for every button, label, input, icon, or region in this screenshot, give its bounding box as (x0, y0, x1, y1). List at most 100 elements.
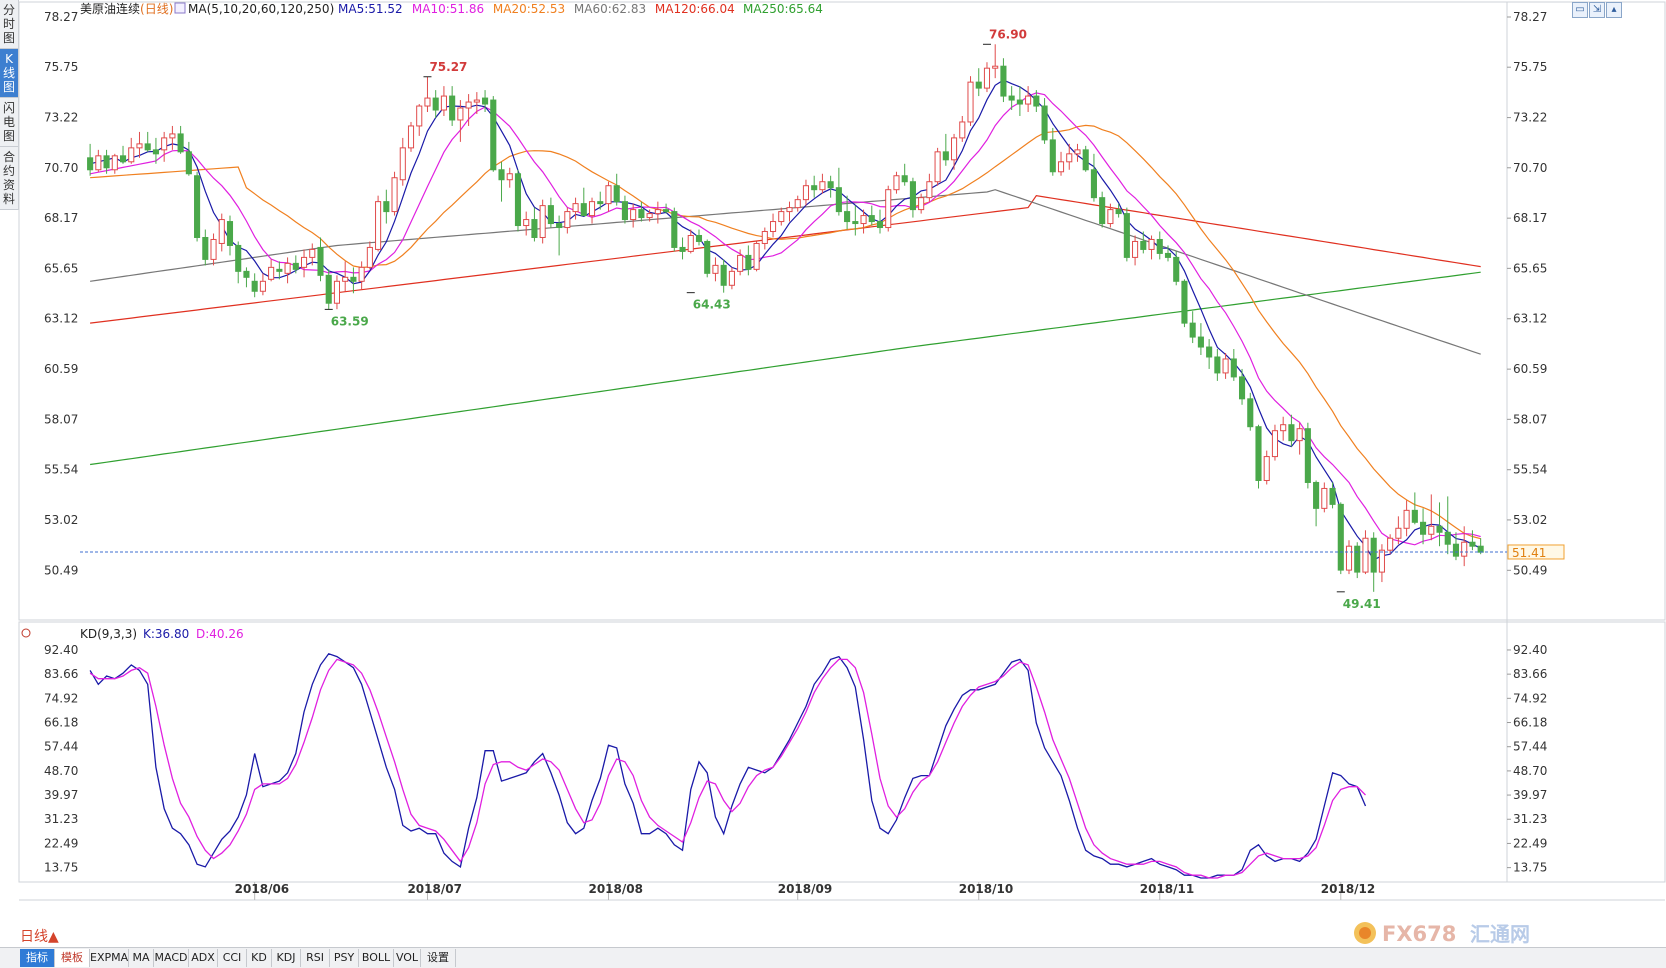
arrow-up-icon[interactable]: ▴ (1606, 2, 1622, 18)
candle (136, 131, 143, 158)
candle-body (350, 276, 357, 282)
y-tick-label-left: 50.49 (44, 563, 78, 577)
candle (728, 267, 735, 290)
candle (300, 249, 308, 278)
candle-body (407, 125, 415, 149)
candle-body (1140, 240, 1147, 250)
candle-body (1304, 428, 1311, 483)
candle (1255, 424, 1262, 489)
kd-y-tick-right: 74.92 (1513, 691, 1547, 705)
side-tab-contract-info[interactable]: 合约资料 (0, 147, 18, 210)
candle-body (1337, 503, 1344, 571)
indicator-tab[interactable]: MACD (154, 949, 189, 967)
candle-body (177, 133, 184, 153)
indicator-tab[interactable]: KD (247, 949, 272, 967)
side-tab-kline[interactable]: K线图 (0, 49, 18, 98)
candle-body (136, 143, 143, 149)
candle (292, 255, 299, 274)
side-tab-bar: 分时图 K线图 闪电图 合约资料 (0, 0, 19, 210)
candle (1049, 127, 1056, 176)
y-tick-label-right: 60.59 (1513, 362, 1547, 376)
candle-body (523, 219, 530, 227)
indicator-tab[interactable]: MA (129, 949, 154, 967)
restore-window-icon[interactable]: ▭ (1572, 2, 1588, 18)
candle (268, 259, 275, 282)
indicator-tab[interactable]: EXPMA (90, 949, 129, 967)
side-tab-lightning[interactable]: 闪电图 (0, 98, 18, 147)
candle (350, 267, 357, 294)
chart-canvas: 美原油连续(日线) MA(5,10,20,60,120,250) MA5:51.52… (18, 1, 1666, 901)
candle-body (1321, 487, 1328, 509)
candle-body (210, 238, 217, 260)
ma-value-label: MA5:51.52 (338, 2, 403, 16)
indicator-tab[interactable]: PSY (330, 949, 359, 967)
kd-y-tick-right: 22.49 (1513, 836, 1547, 850)
candle (802, 179, 810, 206)
indicator-tab[interactable]: 指标 (20, 949, 55, 967)
candle (679, 237, 686, 260)
candle-body (1263, 456, 1270, 481)
candle-body (1066, 153, 1073, 163)
indicator-tab[interactable]: ADX (189, 949, 218, 967)
candle (737, 249, 744, 276)
candle-body (704, 240, 711, 274)
side-tab-timeshare[interactable]: 分时图 (0, 0, 18, 49)
candle (893, 171, 900, 194)
candle (1173, 251, 1180, 286)
indicator-tab[interactable]: KDJ (272, 949, 301, 967)
kd-y-tick-left: 74.92 (44, 691, 78, 705)
candle (712, 257, 719, 282)
candle (745, 245, 752, 276)
candle (490, 96, 497, 172)
candle (333, 275, 341, 310)
y-tick-label-left: 60.59 (44, 362, 78, 376)
candle-body (1477, 545, 1484, 553)
period-selector[interactable]: 日线▲ (20, 929, 59, 945)
candle (1280, 416, 1287, 441)
indicator-tab[interactable]: 设置 (421, 949, 456, 967)
candle-body (342, 276, 349, 282)
candle-body (1090, 169, 1097, 199)
indicator-tab[interactable]: CCI (218, 949, 247, 967)
candle (654, 201, 661, 224)
candle (1469, 530, 1476, 551)
candle-body (918, 197, 925, 211)
indicator-tab[interactable]: 模板 (55, 949, 90, 967)
candle (473, 92, 480, 114)
candle (152, 137, 159, 164)
candle (687, 229, 694, 254)
candle (1304, 422, 1311, 489)
candle (103, 149, 110, 174)
y-tick-label-right: 58.07 (1513, 412, 1547, 426)
candle (1033, 90, 1040, 113)
candle (1074, 143, 1081, 162)
candle-body (1378, 549, 1385, 573)
y-tick-label-right: 55.54 (1513, 463, 1547, 477)
kd-y-tick-left: 83.66 (44, 667, 78, 681)
candle (1057, 151, 1065, 176)
x-tick-label: 2018/08 (588, 882, 642, 896)
candle-body (868, 215, 875, 223)
candle (1411, 492, 1418, 525)
candle (951, 133, 958, 170)
candle (819, 173, 826, 194)
indicator-tab[interactable]: RSI (301, 949, 330, 967)
candle (556, 215, 563, 256)
indicator-tab[interactable]: BOLL (359, 949, 394, 967)
kd-settings-icon (21, 628, 31, 638)
candle (1189, 311, 1196, 344)
candle-body (983, 67, 991, 89)
candle-body (243, 270, 250, 278)
candle-body (802, 185, 810, 201)
indicator-tab[interactable]: VOL (394, 949, 421, 967)
candle-body (1164, 252, 1172, 258)
candle (1378, 544, 1385, 583)
fullscreen-icon[interactable]: ⇲ (1589, 2, 1605, 18)
candle-body (185, 151, 192, 175)
candle-body (1354, 545, 1361, 573)
kd-y-tick-left: 13.75 (44, 861, 78, 875)
kd-y-tick-right: 39.97 (1513, 788, 1547, 802)
kd-y-tick-right: 66.18 (1513, 716, 1547, 730)
candle (753, 241, 760, 272)
